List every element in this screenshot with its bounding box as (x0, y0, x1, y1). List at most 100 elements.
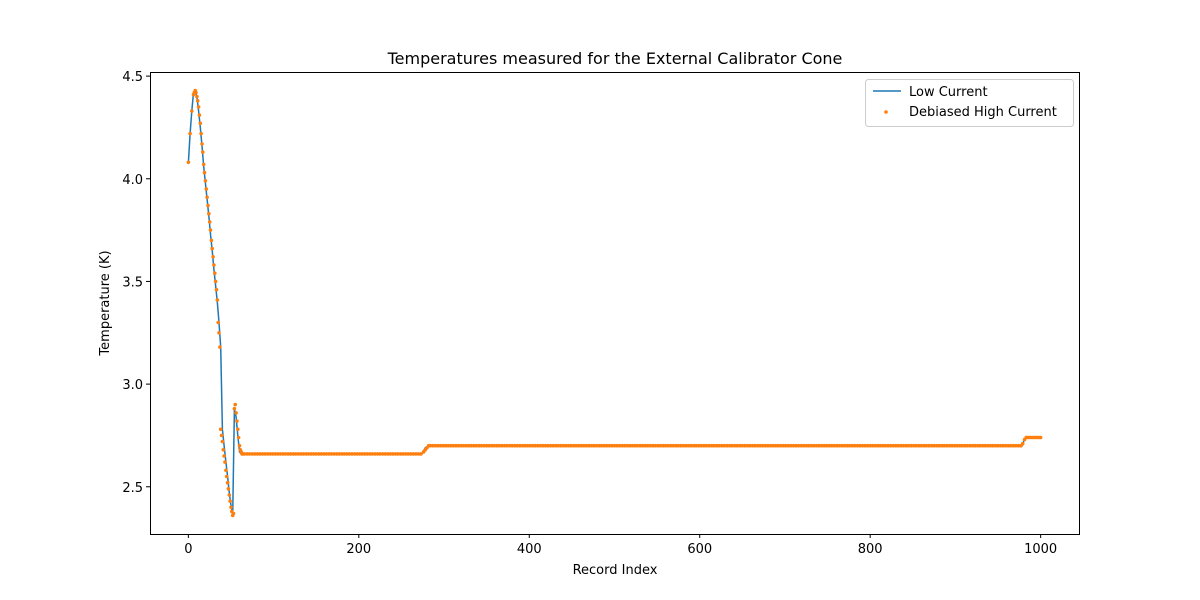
scatter-point (1011, 443, 1016, 448)
scatter-point (446, 443, 451, 448)
scatter-point (459, 443, 463, 448)
chart-title: Temperatures measured for the External C… (387, 49, 843, 68)
scatter-point (347, 452, 352, 456)
x-tick-label: 1000 (1024, 542, 1057, 557)
scatter-point (538, 443, 543, 448)
scatter-point (409, 452, 413, 456)
scatter-point (456, 443, 461, 448)
scatter-point (1009, 443, 1013, 448)
scatter-point (398, 452, 403, 456)
scatter-point (986, 443, 990, 448)
scatter-point (291, 452, 296, 456)
scatter-point (218, 345, 222, 349)
scatter-point (970, 443, 975, 448)
scatter-point (438, 443, 443, 448)
scatter-point (286, 452, 290, 456)
scatter-point (855, 443, 860, 448)
scatter-point (592, 443, 596, 448)
legend-marker-swatch (884, 110, 888, 114)
scatter-point (1006, 443, 1011, 448)
scatter-point (582, 443, 586, 448)
scatter-point (781, 443, 786, 448)
scatter-point (203, 179, 208, 183)
scatter-point (502, 443, 507, 448)
scatter-point (186, 160, 191, 165)
scatter-point (270, 452, 275, 456)
scatter-point (594, 443, 599, 448)
scatter-point (357, 452, 362, 456)
scatter-point (955, 443, 959, 448)
scatter-point (635, 443, 640, 448)
scatter-point (220, 439, 225, 444)
scatter-point (1038, 435, 1043, 440)
scatter-point (707, 443, 711, 448)
scatter-point (699, 443, 704, 448)
scatter-point (363, 452, 367, 456)
scatter-point (505, 443, 509, 448)
axes-frame (150, 72, 1080, 535)
scatter-point (188, 131, 192, 136)
scatter-point (814, 443, 819, 448)
scatter-point (842, 443, 847, 448)
scatter-point (548, 443, 553, 448)
y-tick-label: 4.0 (122, 173, 143, 188)
scatter-point (368, 452, 372, 456)
scatter-point (222, 454, 226, 458)
scatter-point (894, 443, 898, 448)
scatter-point (214, 287, 219, 292)
scatter-point (845, 443, 849, 448)
scatter-point (692, 443, 696, 448)
scatter-point (497, 443, 502, 448)
scatter-point (919, 443, 924, 448)
scatter-point (495, 443, 499, 448)
scatter-point (569, 443, 573, 448)
scatter-point (231, 511, 236, 516)
scatter-point (342, 452, 347, 456)
scatter-point (983, 443, 987, 448)
scatter-point (208, 228, 213, 232)
scatter-point (1001, 443, 1005, 448)
scatter-point (847, 443, 852, 448)
scatter-point (633, 443, 637, 448)
scatter-point (612, 443, 617, 448)
scatter-point (561, 443, 566, 448)
scatter-point (975, 443, 980, 448)
scatter-point (217, 331, 221, 335)
scatter-point (605, 443, 609, 448)
scatter-point (653, 443, 658, 448)
scatter-point (226, 487, 231, 491)
scatter-point (449, 443, 453, 448)
scatter-point (768, 443, 773, 448)
scatter-point (817, 443, 821, 448)
scatter-point (212, 263, 216, 267)
scatter-point (761, 443, 765, 448)
scatter-point (352, 452, 357, 456)
scatter-point (443, 443, 448, 448)
scatter-point (198, 121, 203, 126)
scatter-point (950, 443, 954, 448)
scatter-point (196, 105, 201, 109)
scatter-point (924, 443, 929, 448)
scatter-point (702, 443, 706, 448)
scatter-point (873, 443, 878, 448)
scatter-point (419, 452, 423, 456)
scatter-point (671, 443, 676, 448)
scatter-point (888, 443, 893, 448)
scatter-point (625, 443, 630, 448)
scatter-point (689, 443, 693, 448)
scatter-point (195, 94, 199, 99)
scatter-point (715, 443, 719, 448)
scatter-point (278, 452, 283, 456)
scatter-point (490, 443, 494, 448)
scatter-point (431, 443, 435, 448)
scatter-point (996, 443, 1000, 448)
scatter-point (735, 443, 739, 448)
scatter-point (750, 443, 755, 448)
scatter-point (1024, 435, 1028, 440)
scatter-point (314, 452, 319, 456)
scatter-point (1016, 443, 1021, 448)
scatter-point (589, 443, 594, 448)
scatter-point (215, 298, 220, 302)
scatter-point (451, 443, 456, 448)
scatter-point (758, 443, 762, 448)
